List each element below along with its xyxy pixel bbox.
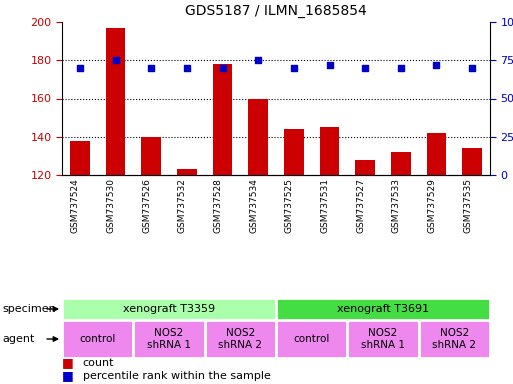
Bar [284,129,304,175]
Text: NOS2
shRNA 2: NOS2 shRNA 2 [219,328,262,350]
Bar [276,320,347,358]
Text: NOS2
shRNA 2: NOS2 shRNA 2 [432,328,477,350]
Bar [62,320,133,358]
Text: ■: ■ [62,369,74,382]
Text: percentile rank within the sample: percentile rank within the sample [83,371,270,381]
Bar [276,298,490,320]
Bar [356,160,375,175]
Bar [462,148,482,175]
Text: control: control [80,334,116,344]
Point [76,65,84,71]
Text: agent: agent [3,334,35,344]
Bar [391,152,410,175]
Bar [419,320,490,358]
Point [219,65,227,71]
Bar [62,298,276,320]
Bar [205,320,276,358]
Bar [106,28,125,175]
Point [397,65,405,71]
Point [361,65,369,71]
Bar [427,133,446,175]
Text: control: control [293,334,330,344]
Text: specimen: specimen [3,304,56,314]
Point [147,65,155,71]
Point [432,62,441,68]
Bar [213,64,232,175]
Point [183,65,191,71]
Point [468,65,476,71]
Text: ■: ■ [62,356,74,369]
Bar [347,320,419,358]
Point [325,62,333,68]
Point [111,57,120,63]
Bar [70,141,90,175]
Text: xenograft T3359: xenograft T3359 [123,304,215,314]
Point [290,65,298,71]
Point [254,57,262,63]
Bar [248,99,268,175]
Bar [320,127,339,175]
Text: count: count [83,358,114,368]
Title: GDS5187 / ILMN_1685854: GDS5187 / ILMN_1685854 [185,4,367,18]
Bar [142,137,161,175]
Text: NOS2
shRNA 1: NOS2 shRNA 1 [361,328,405,350]
Text: xenograft T3691: xenograft T3691 [337,304,429,314]
Bar [133,320,205,358]
Bar [177,169,196,175]
Text: NOS2
shRNA 1: NOS2 shRNA 1 [147,328,191,350]
